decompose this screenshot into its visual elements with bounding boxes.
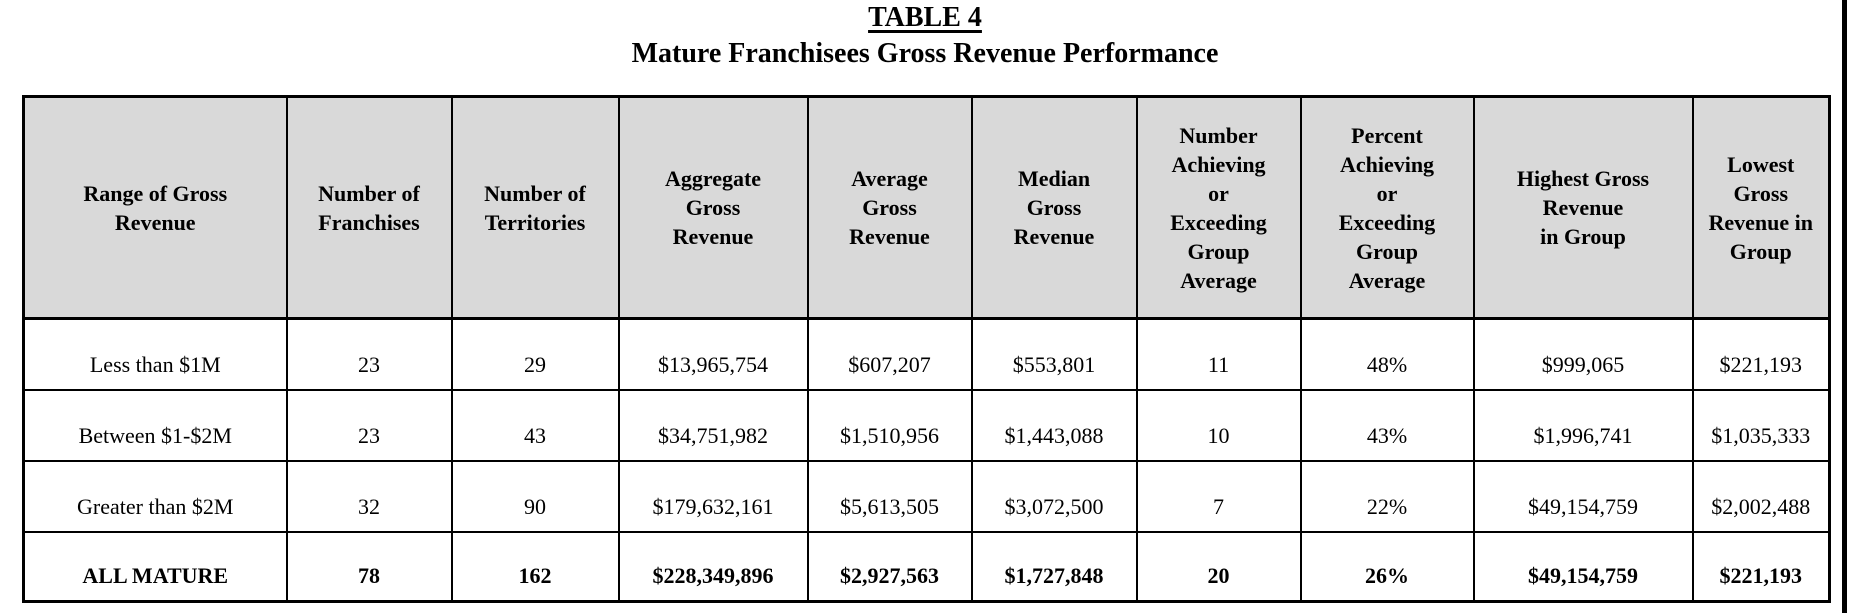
column-header-range: Range of Gross Revenue bbox=[22, 95, 288, 320]
column-header-lowest: Lowest Gross Revenue in Group bbox=[1691, 95, 1831, 320]
table-cell: 20 bbox=[1135, 530, 1302, 603]
table-cell: 32 bbox=[285, 459, 453, 533]
table-cell: 29 bbox=[450, 317, 620, 391]
table-cell: 23 bbox=[285, 317, 453, 391]
column-header-average: Average Gross Revenue bbox=[806, 95, 973, 320]
table-cell: 78 bbox=[285, 530, 453, 603]
table-cell: 162 bbox=[450, 530, 620, 603]
table-cell: $49,154,759 bbox=[1472, 459, 1694, 533]
document-title-block: TABLE 4 Mature Franchisees Gross Revenue… bbox=[22, 2, 1828, 70]
table-cell: 22% bbox=[1299, 459, 1475, 533]
table-cell: $179,632,161 bbox=[617, 459, 809, 533]
table-cell: $221,193 bbox=[1691, 317, 1831, 391]
table-row-less-than-1m: Less than $1M 23 29 $13,965,754 $607,207… bbox=[22, 317, 1831, 391]
table-cell: $5,613,505 bbox=[806, 459, 973, 533]
table-cell: $1,727,848 bbox=[970, 530, 1138, 603]
table-cell: $1,035,333 bbox=[1691, 388, 1831, 462]
table-cell: $2,002,488 bbox=[1691, 459, 1831, 533]
gross-revenue-performance-table: Range of Gross Revenue Number of Franchi… bbox=[22, 95, 1831, 603]
table-cell: 43% bbox=[1299, 388, 1475, 462]
table-cell: 26% bbox=[1299, 530, 1475, 603]
table-cell: 43 bbox=[450, 388, 620, 462]
row-label: Between $1-$2M bbox=[22, 388, 288, 462]
table-cell: 23 bbox=[285, 388, 453, 462]
table-header-row: Range of Gross Revenue Number of Franchi… bbox=[22, 95, 1831, 320]
column-header-territories: Number of Territories bbox=[450, 95, 620, 320]
table-cell: $553,801 bbox=[970, 317, 1138, 391]
table-cell: $34,751,982 bbox=[617, 388, 809, 462]
table-cell: $228,349,896 bbox=[617, 530, 809, 603]
table-row-between-1-2m: Between $1-$2M 23 43 $34,751,982 $1,510,… bbox=[22, 388, 1831, 462]
table-cell: $3,072,500 bbox=[970, 459, 1138, 533]
table-cell: 11 bbox=[1135, 317, 1302, 391]
column-header-percent-achieving: Percent Achieving or Exceeding Group Ave… bbox=[1299, 95, 1475, 320]
table-number-title: TABLE 4 bbox=[868, 2, 982, 33]
table-cell: $49,154,759 bbox=[1472, 530, 1694, 603]
row-label: Greater than $2M bbox=[22, 459, 288, 533]
table-cell: $221,193 bbox=[1691, 530, 1831, 603]
table-cell: $1,510,956 bbox=[806, 388, 973, 462]
table-cell: 90 bbox=[450, 459, 620, 533]
column-header-highest: Highest Gross Revenue in Group bbox=[1472, 95, 1694, 320]
table-cell: $1,996,741 bbox=[1472, 388, 1694, 462]
table-subtitle: Mature Franchisees Gross Revenue Perform… bbox=[631, 38, 1219, 70]
table-cell: $13,965,754 bbox=[617, 317, 809, 391]
table-cell: 10 bbox=[1135, 388, 1302, 462]
table-row-greater-than-2m: Greater than $2M 32 90 $179,632,161 $5,6… bbox=[22, 459, 1831, 533]
table-cell: $1,443,088 bbox=[970, 388, 1138, 462]
table-cell: 48% bbox=[1299, 317, 1475, 391]
column-header-franchises: Number of Franchises bbox=[285, 95, 453, 320]
table-cell: $999,065 bbox=[1472, 317, 1694, 391]
row-label: ALL MATURE bbox=[22, 530, 288, 603]
table-cell: 7 bbox=[1135, 459, 1302, 533]
column-header-median: Median Gross Revenue bbox=[970, 95, 1138, 320]
column-header-number-achieving: Number Achieving or Exceeding Group Aver… bbox=[1135, 95, 1302, 320]
table-cell: $2,927,563 bbox=[806, 530, 973, 603]
page-edge-line bbox=[1842, 0, 1847, 613]
row-label: Less than $1M bbox=[22, 317, 288, 391]
table-row-all-mature-total: ALL MATURE 78 162 $228,349,896 $2,927,56… bbox=[22, 530, 1831, 603]
column-header-aggregate: Aggregate Gross Revenue bbox=[617, 95, 809, 320]
table-cell: $607,207 bbox=[806, 317, 973, 391]
